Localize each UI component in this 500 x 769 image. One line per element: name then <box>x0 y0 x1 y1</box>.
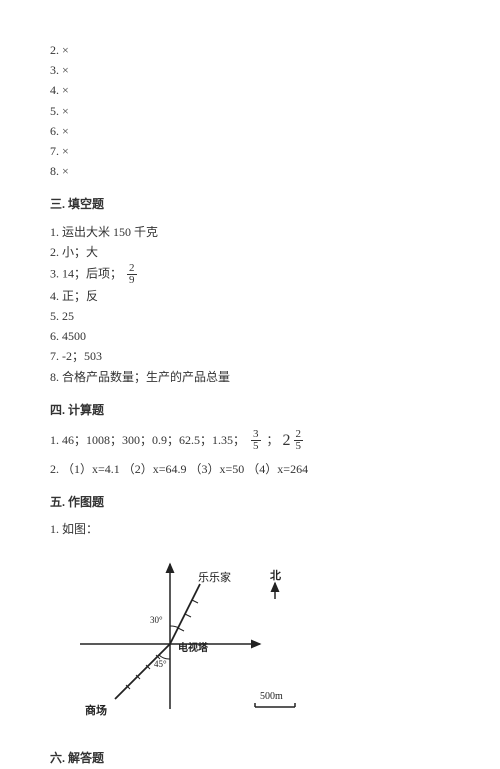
tf-mark: × <box>62 83 69 97</box>
tf-num: 8. <box>50 164 59 178</box>
tf-mark: × <box>62 164 69 178</box>
tf-answer: 8. × <box>50 162 450 181</box>
section-fill-title: 三. 填空题 <box>50 195 450 214</box>
section-calc-title: 四. 计算题 <box>50 401 450 420</box>
fraction-den: 9 <box>127 275 137 286</box>
tf-answer: 4. × <box>50 81 450 100</box>
calc-line1: 1. 46；1008；300；0.9；62.5；1.35； 3 5 ； 2 2 … <box>50 428 450 454</box>
line-mall <box>115 644 170 699</box>
tf-num: 3. <box>50 63 59 77</box>
angle-45: 45° <box>154 659 167 669</box>
section-solve-title: 六. 解答题 <box>50 749 450 768</box>
tf-answer: 3. × <box>50 61 450 80</box>
calc-answers: 1. 46；1008；300；0.9；62.5；1.35； 3 5 ； 2 2 … <box>50 428 450 479</box>
fill-answer: 8. 合格产品数量；生产的产品总量 <box>50 368 450 387</box>
draw-answer: 1. 如图： <box>50 520 450 539</box>
tf-answer: 5. × <box>50 102 450 121</box>
calc-line2: 2. （1）x=4.1 （2）x=64.9 （3）x=50 （4）x=264 <box>50 460 450 479</box>
tf-mark: × <box>62 104 69 118</box>
tf-num: 6. <box>50 124 59 138</box>
fill-answer: 7. -2；503 <box>50 347 450 366</box>
tf-mark: × <box>62 124 69 138</box>
tf-mark: × <box>62 144 69 158</box>
fraction: 2 9 <box>127 263 137 286</box>
tf-num: 4. <box>50 83 59 97</box>
diagram-svg: 乐乐家 北 电视塔 商场 30° 45° 500m <box>70 549 310 729</box>
label-lele: 乐乐家 <box>198 570 231 584</box>
tf-mark: × <box>62 63 69 77</box>
tf-num: 7. <box>50 144 59 158</box>
label-mall: 商场 <box>85 703 107 717</box>
section-draw-title: 五. 作图题 <box>50 493 450 512</box>
fill-answers: 1. 运出大米 150 千克 2. 小；大 3. 14；后项； 2 9 4. 正… <box>50 223 450 387</box>
tf-num: 5. <box>50 104 59 118</box>
tf-num: 2. <box>50 43 59 57</box>
label-tower: 电视塔 <box>178 641 209 654</box>
fill-answer: 3. 14；后项； 2 9 <box>50 263 450 286</box>
angle-30: 30° <box>150 615 163 625</box>
fill-answer: 5. 25 <box>50 307 450 326</box>
tf-answer: 2. × <box>50 41 450 60</box>
semicolon: ； <box>267 431 279 450</box>
angle-arc-30 <box>170 626 179 628</box>
mixed-whole: 2 <box>283 428 291 454</box>
tf-answer: 7. × <box>50 142 450 161</box>
fill-answer: 1. 运出大米 150 千克 <box>50 223 450 242</box>
fill-a3-pre: 3. 14；后项； <box>50 266 122 280</box>
mixed-fraction: 2 2 5 <box>283 428 306 454</box>
fraction: 3 5 <box>251 429 261 452</box>
fraction-den: 5 <box>251 441 261 452</box>
fill-answer: 2. 小；大 <box>50 243 450 262</box>
fill-answer: 6. 4500 <box>50 327 450 346</box>
tf-answer: 6. × <box>50 122 450 141</box>
label-north: 北 <box>270 568 281 582</box>
direction-diagram: 乐乐家 北 电视塔 商场 30° 45° 500m <box>70 549 450 735</box>
calc-line1-pre: 1. 46；1008；300；0.9；62.5；1.35； <box>50 431 245 450</box>
tf-mark: × <box>62 43 69 57</box>
fill-answer: 4. 正；反 <box>50 287 450 306</box>
fraction: 2 5 <box>294 429 304 452</box>
fraction-den: 5 <box>294 441 304 452</box>
tf-answers-list: 2. × 3. × 4. × 5. × 6. × 7. × 8. × <box>50 41 450 181</box>
scale-label: 500m <box>260 691 283 702</box>
